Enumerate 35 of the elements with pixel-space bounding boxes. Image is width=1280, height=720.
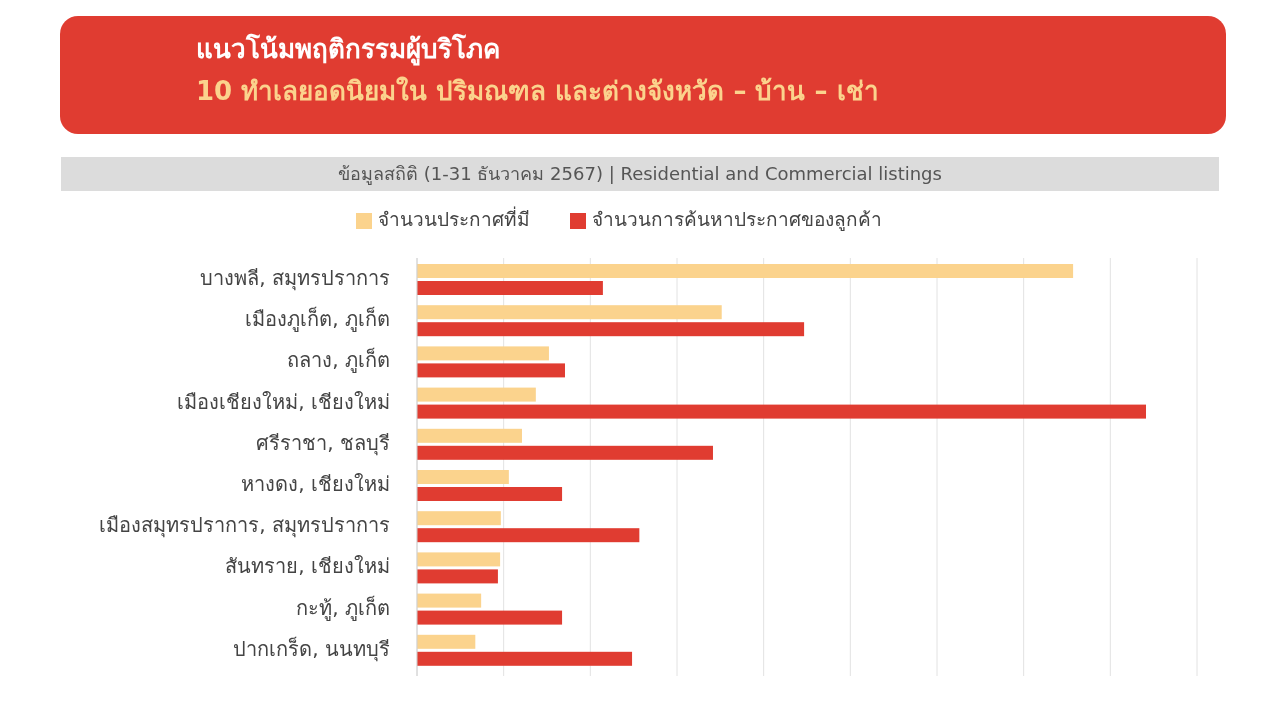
chart-subtitle: 10 ทำเลยอดนิยมใน ปริมณฑล และต่างจังหวัด – บ้าน – เช่า [196,76,879,106]
y-tick-label: บางพลี, สมุทรปราการ [200,266,390,291]
y-tick-label: เมืองสมุทรปราการ, สมุทรปราการ [99,513,390,539]
bar [417,305,722,320]
bar [417,593,482,608]
bar [417,528,640,543]
y-tick-label: กะทู้, ภูเก็ต [296,594,390,621]
bar [417,470,509,484]
y-tick-label: สันทราย, เชียงใหม่ [225,554,390,579]
y-tick-label: ปากเกร็ด, นนทบุรี [233,635,390,662]
bar [417,610,563,625]
y-tick-label: เมืองภูเก็ต, ภูเก็ต [245,306,390,333]
y-tick-label: หางดง, เชียงใหม่ [241,472,390,496]
y-tick-label: ศรีราชา, ชลบุรี [256,430,390,456]
text: ข้อมูลสถิติ (1-31 ธันวาคม 2567) | Residential and Commercial listings [338,163,942,185]
bar [417,363,565,378]
bar [417,404,1146,419]
chart-title: แนวโน้มพฤติกรรมผู้บริโภค [196,33,500,66]
bar [417,264,1074,278]
y-tick-label: ถลาง, ภูเก็ต [287,347,390,374]
bar [417,445,713,460]
legend-label: จำนวนประกาศที่มี [378,206,530,230]
bar [417,428,522,443]
bar [417,387,536,402]
y-tick-label: เมืองเชียงใหม่, เชียงใหม่ [177,389,390,414]
legend-label: จำนวนการค้นหาประกาศของลูกค้า [592,208,882,231]
bar [417,322,805,337]
bar [417,569,498,584]
bar [417,552,501,567]
bar [417,651,633,666]
bar [417,487,563,501]
bar [417,511,501,526]
bar [417,346,549,361]
bar [417,281,603,295]
bar [417,634,476,649]
